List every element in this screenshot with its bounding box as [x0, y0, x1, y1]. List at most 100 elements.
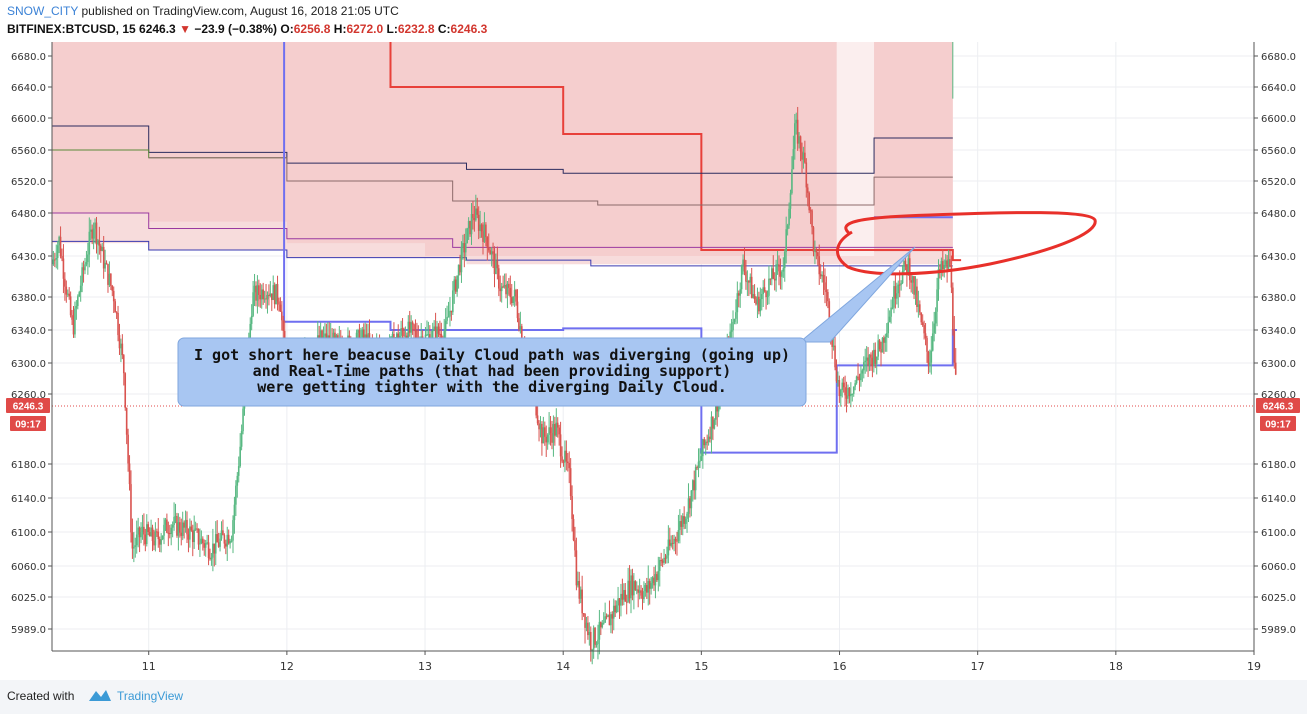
candle-body	[703, 439, 706, 446]
candle-body	[61, 256, 63, 259]
author-link[interactable]: SNOW_CITY	[7, 4, 79, 18]
candle-body	[164, 519, 167, 525]
cloud-fill-dark	[52, 42, 837, 256]
candle-body	[867, 357, 869, 366]
footer-brand-link[interactable]: TradingView	[117, 689, 184, 703]
candle-body	[168, 533, 171, 535]
candle-body	[848, 387, 851, 397]
candle-body	[871, 357, 874, 367]
candle-body	[623, 590, 625, 600]
candle-body	[739, 289, 742, 296]
candle-body	[845, 395, 848, 399]
x-tick-label: 12	[280, 660, 294, 673]
candle-body	[624, 590, 627, 602]
candle-body	[910, 280, 912, 283]
candle-body	[469, 220, 471, 235]
y-tick-label-right: 6260.0	[1261, 390, 1296, 401]
candle-body	[953, 330, 956, 363]
candle-body	[414, 330, 417, 332]
candle-body	[608, 615, 611, 626]
candle-body	[916, 286, 918, 308]
candle-body	[704, 441, 707, 446]
candle-body	[696, 467, 698, 469]
candle-body	[431, 330, 434, 341]
candle-body	[486, 237, 489, 249]
candle-body	[226, 534, 229, 547]
candle-body	[278, 301, 280, 305]
candle-body	[572, 519, 575, 541]
y-tick-label-right: 6560.0	[1261, 146, 1296, 157]
candle-body	[222, 530, 224, 536]
candle-body	[256, 285, 259, 301]
candle-body	[551, 433, 553, 443]
candle-body	[66, 293, 69, 295]
candle-body	[235, 485, 237, 505]
candle-body	[464, 243, 467, 253]
candle-body	[865, 357, 868, 361]
callout-text-line: and Real-Time paths (that had been provi…	[253, 362, 732, 380]
candle-body	[898, 284, 901, 286]
last-price-badge-right	[1256, 397, 1300, 413]
candle-body	[660, 560, 662, 562]
candle-body	[510, 297, 513, 304]
candle-body	[657, 570, 660, 581]
candle-body	[571, 496, 573, 520]
candle-body	[125, 407, 128, 435]
candle-body	[127, 434, 129, 464]
candle-body	[439, 333, 441, 335]
candle-body	[219, 538, 221, 547]
candle-body	[676, 540, 678, 542]
publish-info: SNOW_CITY published on TradingView.com, …	[7, 4, 399, 18]
candle-body	[679, 521, 681, 531]
y-tick-label-left: 6140.0	[11, 494, 46, 505]
candle-body	[395, 333, 398, 342]
candle-body	[617, 598, 619, 606]
tradingview-logo-icon[interactable]	[88, 687, 112, 703]
candle-body	[101, 246, 104, 251]
candle-body	[122, 355, 125, 374]
candle-body	[467, 220, 470, 229]
candle-body	[513, 289, 516, 297]
candle-body	[755, 299, 757, 305]
candle-body	[153, 541, 155, 546]
candle-body	[796, 119, 799, 144]
candle-body	[861, 370, 864, 374]
candle-body	[737, 293, 740, 296]
candle-body	[644, 585, 647, 592]
candle-body	[604, 616, 606, 623]
candle-body	[733, 318, 736, 322]
candle-body	[105, 262, 108, 265]
candle-body	[582, 613, 585, 615]
y-tick-label-right: 5989.0	[1261, 625, 1296, 636]
candle-body	[566, 461, 569, 464]
candle-body	[931, 333, 934, 351]
indicator-line	[389, 42, 962, 262]
candle-body	[69, 296, 72, 316]
cloud-gap	[836, 42, 875, 256]
candle-body	[762, 287, 764, 295]
candle-body	[193, 529, 195, 543]
candle-body	[546, 434, 549, 443]
candle-body	[881, 337, 884, 353]
candle-body	[575, 550, 578, 586]
candle-body	[781, 271, 783, 277]
candle-body	[102, 246, 105, 269]
candle-body	[54, 259, 56, 261]
candle-body	[552, 424, 555, 443]
candle-body	[816, 252, 819, 257]
candle-body	[776, 264, 779, 266]
candle-body	[521, 326, 523, 343]
chart-canvas[interactable]: 6680.0 6680.0 6640.0 6640.0 6600.0 6600.0 6560…	[0, 42, 1307, 680]
candle-body	[232, 520, 234, 541]
candle-body	[174, 516, 177, 518]
candle-body	[440, 333, 443, 340]
candle-body	[681, 516, 684, 527]
candle-body	[111, 285, 114, 291]
candle-body	[85, 262, 88, 265]
candle-body	[868, 354, 871, 366]
candle-body	[95, 222, 98, 245]
open-value: 6256.8	[293, 22, 331, 36]
candle-body	[499, 288, 502, 292]
candle-body	[410, 322, 412, 333]
candle-body	[263, 298, 266, 300]
